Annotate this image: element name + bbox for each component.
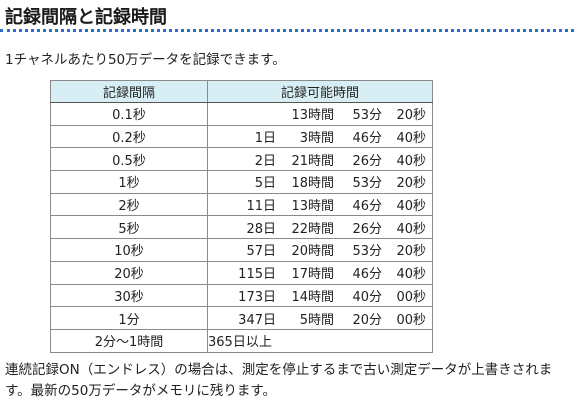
duration-cell: 173日 14時間 40分 00秒 [207, 283, 433, 308]
endless-note: 連続記録ON（エンドレス）の場合は、測定を停止するまで古い測定データが上書きされ… [5, 362, 553, 399]
interval-cell: 0.1秒 [50, 102, 208, 126]
intro-text: 1チャネルあたり50万データを記録できます。 [5, 52, 286, 68]
duration-min: 53分 [352, 176, 382, 192]
duration-day: 28日 [246, 221, 276, 237]
duration-sec: 40秒 [396, 153, 426, 169]
duration-hour: 5時間 [299, 312, 334, 328]
duration-sec: 20秒 [396, 108, 426, 124]
table-row: 1分 347日 5時間 20分 00秒 [50, 306, 433, 330]
interval-cell: 1秒 [50, 170, 208, 194]
duration-cell: 347日 5時間 20分 00秒 [207, 306, 433, 330]
table-row: 2分～1時間 365日以上 [50, 328, 433, 353]
duration-hour: 20時間 [291, 244, 334, 260]
interval-cell: 5秒 [50, 215, 208, 240]
header-interval: 記録間隔 [50, 80, 208, 103]
interval-cell: 2分～1時間 [50, 328, 208, 353]
duration-hour: 14時間 [291, 289, 334, 305]
duration-hour: 18時間 [291, 176, 334, 192]
duration-day: 115日 [238, 267, 276, 283]
header-duration: 記録可能時間 [207, 80, 433, 103]
interval-cell: 30秒 [50, 283, 208, 308]
duration-day: 11日 [246, 199, 276, 215]
duration-sec: 20秒 [396, 244, 426, 260]
table-row: 10秒 57日 20時間 53分 20秒 [50, 238, 433, 262]
duration-sec: 20秒 [396, 176, 426, 192]
duration-hour: 21時間 [291, 153, 334, 169]
duration-cell: 28日 22時間 26分 40秒 [207, 215, 433, 240]
section-heading: 記録間隔と記録時間 [5, 7, 167, 28]
duration-day: 2日 [254, 153, 276, 169]
recording-time-table: 記録間隔 記録可能時間 0.1秒 13時間 53分 20秒 0.2秒 1日 3時間 46分 40… [50, 80, 433, 353]
duration-cell: 13時間 53分 20秒 [207, 102, 433, 126]
interval-cell: 10秒 [50, 238, 208, 262]
duration-day: 5日 [254, 176, 276, 192]
table-row: 2秒 11日 13時間 46分 40秒 [50, 192, 433, 217]
duration-cell: 5日 18時間 53分 20秒 [207, 170, 433, 194]
duration-cell: 11日 13時間 46分 40秒 [207, 192, 433, 217]
table-row: 1秒 5日 18時間 53分 20秒 [50, 170, 433, 194]
interval-cell: 1分 [50, 306, 208, 330]
duration-sec: 40秒 [396, 267, 426, 283]
duration-day: 1日 [254, 131, 276, 147]
table-row: 0.5秒 2日 21時間 26分 40秒 [50, 147, 433, 172]
table-row: 5秒 28日 22時間 26分 40秒 [50, 215, 433, 240]
duration-min: 20分 [352, 312, 382, 328]
duration-sec: 40秒 [396, 221, 426, 237]
duration-sec: 40秒 [396, 199, 426, 215]
duration-min: 53分 [352, 108, 382, 124]
duration-hour: 3時間 [299, 131, 334, 147]
duration-min: 46分 [352, 267, 382, 283]
duration-min: 46分 [352, 131, 382, 147]
table-row: 20秒 115日 17時間 46分 40秒 [50, 260, 433, 285]
duration-min: 46分 [352, 199, 382, 215]
duration-min: 53分 [352, 244, 382, 260]
table-row: 0.1秒 13時間 53分 20秒 [50, 102, 433, 126]
table-row: 0.2秒 1日 3時間 46分 40秒 [50, 124, 433, 149]
duration-hour: 17時間 [291, 267, 334, 283]
interval-cell: 2秒 [50, 192, 208, 217]
heading-divider [0, 29, 574, 32]
interval-cell: 0.5秒 [50, 147, 208, 172]
duration-hour: 13時間 [291, 108, 334, 124]
duration-hour: 22時間 [291, 221, 334, 237]
duration-sec: 40秒 [396, 131, 426, 147]
duration-min: 26分 [352, 221, 382, 237]
duration-sec: 00秒 [396, 289, 426, 305]
interval-cell: 20秒 [50, 260, 208, 285]
duration-cell: 1日 3時間 46分 40秒 [207, 124, 433, 149]
duration-hour: 13時間 [291, 199, 334, 215]
duration-min: 40分 [352, 289, 382, 305]
duration-min: 26分 [352, 153, 382, 169]
duration-cell: 2日 21時間 26分 40秒 [207, 147, 433, 172]
table-row: 30秒 173日 14時間 40分 00秒 [50, 283, 433, 308]
duration-day: 57日 [246, 244, 276, 260]
duration-cell: 57日 20時間 53分 20秒 [207, 238, 433, 262]
duration-cell: 115日 17時間 46分 40秒 [207, 260, 433, 285]
interval-cell: 0.2秒 [50, 124, 208, 149]
duration-cell: 365日以上 [207, 328, 433, 353]
duration-day: 347日 [238, 312, 276, 328]
duration-day: 173日 [238, 289, 276, 305]
table-header-row: 記録間隔 記録可能時間 [50, 80, 433, 103]
duration-sec: 00秒 [396, 312, 426, 328]
